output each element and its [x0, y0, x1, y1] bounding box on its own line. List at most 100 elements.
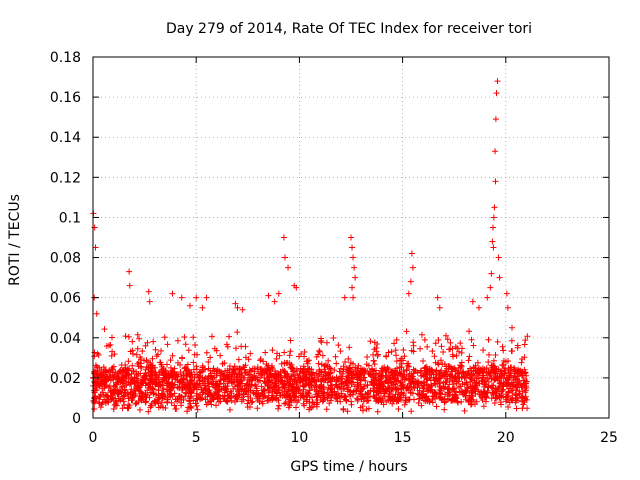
- data-point: [324, 379, 331, 386]
- data-point: [201, 384, 208, 391]
- data-point: [434, 360, 441, 367]
- data-point: [96, 370, 103, 377]
- data-point: [443, 378, 450, 385]
- data-point: [244, 400, 251, 407]
- data-point: [333, 376, 340, 383]
- data-point: [512, 399, 519, 406]
- data-point: [465, 357, 472, 364]
- data-point: [124, 405, 131, 412]
- data-point: [475, 304, 482, 311]
- data-point: [489, 238, 496, 245]
- data-point: [404, 384, 411, 391]
- data-point: [233, 373, 240, 380]
- data-point: [128, 370, 135, 377]
- data-point: [316, 348, 323, 355]
- data-point: [220, 385, 227, 392]
- data-point: [316, 347, 323, 354]
- data-point: [208, 401, 215, 408]
- data-point: [178, 399, 185, 406]
- data-point: [99, 399, 106, 406]
- data-point: [167, 387, 174, 394]
- data-point: [380, 390, 387, 397]
- data-point: [291, 377, 298, 384]
- data-point: [158, 368, 165, 375]
- data-point: [408, 347, 415, 354]
- data-point: [492, 178, 499, 185]
- data-point: [235, 356, 242, 363]
- data-point: [182, 364, 189, 371]
- data-point: [324, 395, 331, 402]
- data-point: [379, 395, 386, 402]
- data-point: [350, 391, 357, 398]
- data-point: [228, 390, 235, 397]
- data-point: [354, 397, 361, 404]
- data-point: [282, 370, 289, 377]
- data-point: [491, 204, 498, 211]
- data-point: [158, 399, 165, 406]
- data-point: [446, 346, 453, 353]
- data-point: [288, 387, 295, 394]
- data-point: [434, 294, 441, 301]
- data-point: [450, 365, 457, 372]
- data-point: [430, 393, 437, 400]
- data-point: [97, 404, 104, 411]
- data-point: [135, 370, 142, 377]
- data-point: [260, 387, 267, 394]
- data-point: [340, 406, 347, 413]
- data-point: [459, 380, 466, 387]
- data-point: [184, 361, 191, 368]
- data-point: [207, 354, 214, 361]
- data-point: [112, 383, 119, 390]
- data-point: [149, 385, 156, 392]
- data-point: [436, 304, 443, 311]
- data-point: [149, 355, 156, 362]
- data-point: [468, 396, 475, 403]
- data-point: [503, 290, 510, 297]
- data-point: [490, 362, 497, 369]
- data-point: [523, 396, 530, 403]
- data-point: [341, 294, 348, 301]
- data-point: [254, 405, 261, 412]
- data-point: [402, 394, 409, 401]
- data-point: [224, 398, 231, 405]
- data-points: [90, 78, 531, 415]
- data-point: [243, 370, 250, 377]
- data-point: [473, 398, 480, 405]
- data-point: [474, 359, 481, 366]
- data-point: [518, 383, 525, 390]
- x-tick-label: 10: [290, 430, 308, 446]
- data-point: [242, 362, 249, 369]
- data-point: [213, 378, 220, 385]
- data-point: [207, 367, 214, 374]
- data-point: [490, 244, 497, 251]
- chart-title: Day 279 of 2014, Rate Of TEC Index for r…: [166, 21, 532, 37]
- data-point: [374, 353, 381, 360]
- data-point: [134, 345, 141, 352]
- data-point: [155, 404, 162, 411]
- data-point: [410, 339, 417, 346]
- data-point: [505, 358, 512, 365]
- data-point: [370, 351, 377, 358]
- data-point: [114, 387, 121, 394]
- data-point: [371, 361, 378, 368]
- data-point: [382, 366, 389, 373]
- y-tick-labels: 0 0.02 0.04 0.06 0.08 0.1 0.12 0.14 0.16 0.18: [50, 50, 81, 427]
- x-tick-labels: 0 5 10 15 20 25: [89, 430, 618, 446]
- data-point: [319, 352, 326, 359]
- data-point: [391, 374, 398, 381]
- data-point: [508, 364, 515, 371]
- data-point: [150, 338, 157, 345]
- data-point: [265, 394, 272, 401]
- data-point: [385, 366, 392, 373]
- data-point: [221, 359, 228, 366]
- data-point: [327, 374, 334, 381]
- data-point: [280, 234, 287, 241]
- data-point: [258, 383, 265, 390]
- data-point: [145, 381, 152, 388]
- data-point: [190, 397, 197, 404]
- data-point: [114, 379, 121, 386]
- data-point: [122, 333, 129, 340]
- data-point: [325, 357, 332, 364]
- data-point: [433, 392, 440, 399]
- data-point: [335, 342, 342, 349]
